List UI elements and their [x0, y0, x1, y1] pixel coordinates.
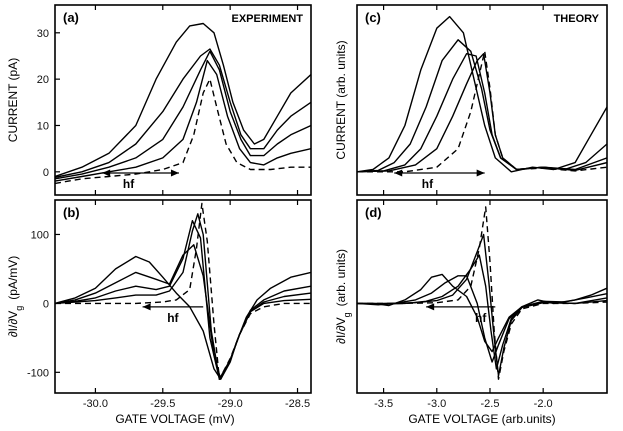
panel-b: -30.0 -29.5 -29.0 -28.5 -100 0 100 (b) hf ∂I/∂Vg (… [6, 199, 312, 426]
panel-c: (c) THEORY hf CURRENT (arb. units) [334, 4, 608, 196]
x-tick-label: -3.0 [427, 398, 446, 410]
series-line-curve-1 [55, 255, 311, 380]
x-tick-label: -3.5 [374, 398, 393, 410]
series-line-curve-1 [357, 15, 607, 173]
y-axis-units: (arb. units) [334, 249, 348, 306]
hf-label: hf [475, 311, 487, 325]
panel-title: EXPERIMENT [231, 13, 303, 25]
hf-arrowhead [102, 169, 111, 177]
x-tick-label: -2.5 [480, 398, 499, 410]
y-axis-label: CURRENT (arb. units) [334, 40, 348, 159]
y-tick-label: -100 [27, 367, 49, 379]
series-line-curve-4 [55, 59, 311, 182]
series-line-curve-3 [55, 50, 311, 180]
x-tick-label: -30.0 [83, 398, 108, 410]
hf-arrowhead [476, 169, 485, 177]
x-tick-label: -2.0 [534, 398, 553, 410]
series-group [357, 206, 607, 380]
panel-label: (c) [365, 10, 381, 25]
y-axis-label: ∂I/∂Vg (pA/mV) [6, 256, 24, 338]
x-axis-label: GATE VOLTAGE (mV) [115, 412, 234, 426]
panel-label: (a) [63, 10, 79, 25]
y-axis-symbol: ∂I/∂V [6, 311, 20, 338]
hf-label: hf [422, 177, 434, 191]
hf-arrowhead [426, 303, 435, 311]
hf-arrowhead [142, 303, 151, 311]
y-axis-units: (pA/mV) [6, 256, 20, 300]
panel-label: (d) [365, 205, 382, 220]
x-tick-label: -29.0 [218, 398, 243, 410]
y-axis-subscript: g [14, 306, 24, 311]
x-axis-label: GATE VOLTAGE (arb.units) [408, 412, 555, 426]
y-axis-symbol: ∂I/∂V [334, 317, 348, 344]
y-tick-label: 100 [31, 229, 49, 241]
series-line-curve-4 [357, 233, 607, 377]
hf-label: hf [123, 177, 135, 191]
y-axis-label: ∂I/∂Vg (arb. units) [334, 249, 352, 344]
y-tick-label: 10 [37, 120, 49, 132]
series-line-curve-2 [55, 48, 311, 179]
panel-a: 0 10 20 30 (a) EXPERIMENT hf CURRENT (pA) [6, 4, 312, 196]
x-tick-label: -29.5 [150, 398, 175, 410]
y-axis-label: CURRENT (pA) [6, 58, 20, 142]
y-tick-label: 0 [43, 298, 49, 310]
series-line-curve-5 [357, 206, 607, 380]
series-line-curve-5 [55, 78, 311, 185]
series-line-curve-5 [55, 202, 311, 380]
hf-arrowhead [170, 169, 179, 177]
plot-frame [54, 4, 312, 196]
series-group [55, 22, 311, 185]
plot-frame [356, 4, 608, 196]
panel-title: THEORY [554, 13, 600, 25]
hf-label: hf [167, 311, 179, 325]
series-group [357, 15, 607, 173]
hf-arrowhead [394, 169, 403, 177]
series-line-curve-1 [55, 22, 311, 178]
series-line-curve-5 [357, 50, 607, 173]
y-tick-label: 20 [37, 74, 49, 86]
y-tick-label: 30 [37, 28, 49, 40]
series-line-curve-2 [357, 39, 607, 173]
plot-frame [356, 199, 608, 394]
series-line-curve-4 [55, 213, 311, 380]
panel-label: (b) [63, 205, 80, 220]
y-axis-subscript: g [342, 312, 352, 317]
panel-d: -3.5 -3.0 -2.5 -2.0 (d) hf ∂I/∂Vg (arb. units) G… [334, 199, 608, 426]
series-group [55, 202, 311, 380]
y-tick-label: 0 [43, 167, 49, 179]
series-line-curve-2 [55, 244, 311, 380]
series-line-curve-2 [357, 275, 607, 363]
x-tick-label: -28.5 [285, 398, 310, 410]
plot-frame [54, 199, 312, 394]
